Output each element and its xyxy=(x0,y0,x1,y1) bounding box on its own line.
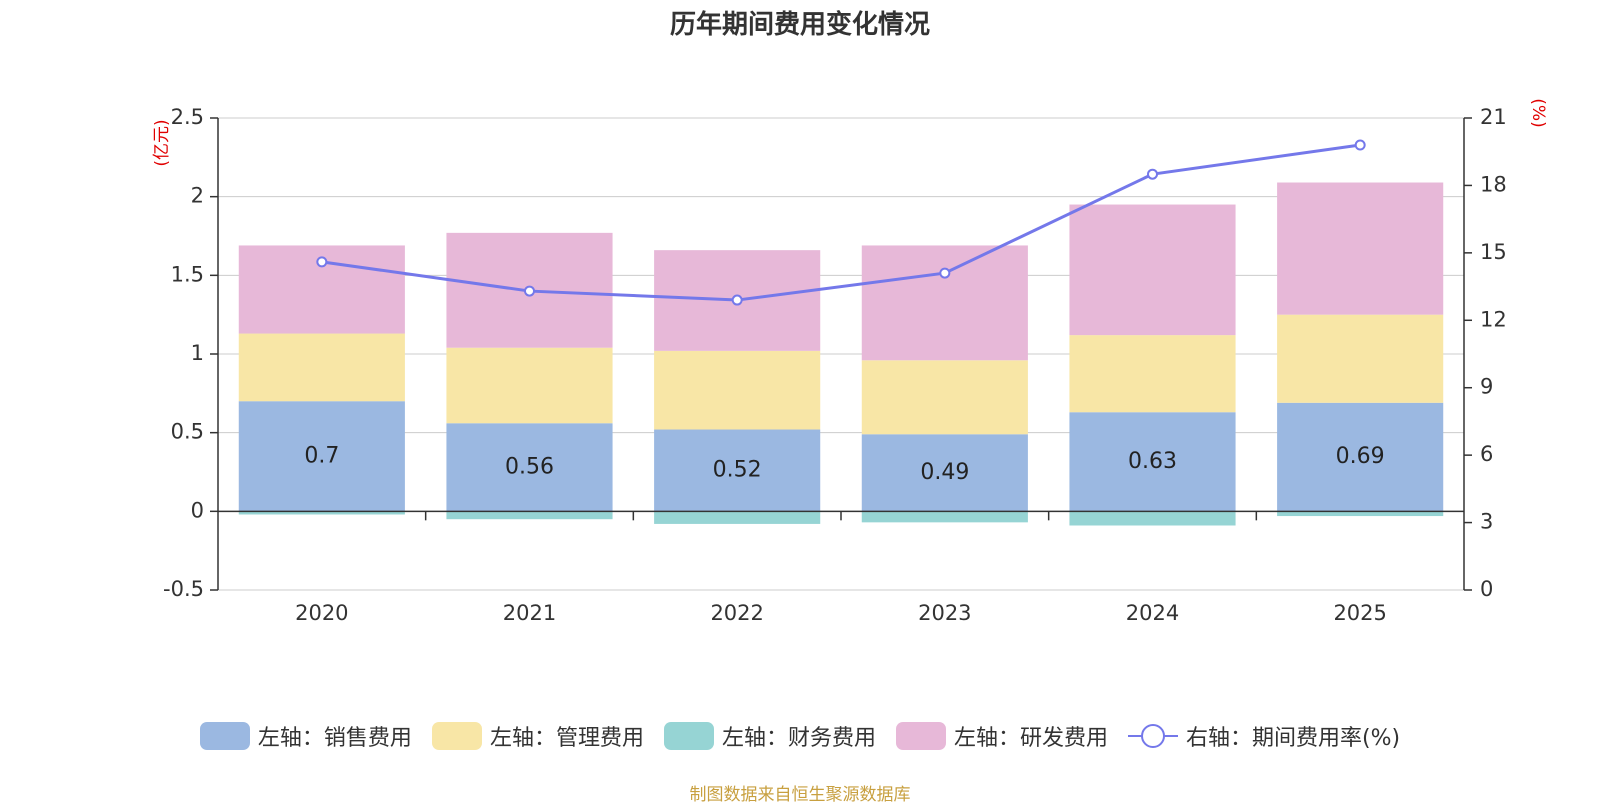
bar-segment-series-1 xyxy=(1069,335,1236,413)
x-axis-tick-label: 2022 xyxy=(710,601,763,625)
bar-segment-series-0 xyxy=(1069,412,1236,512)
legend-item-admin[interactable]: 左轴：管理费用 xyxy=(431,720,644,752)
bar-segment-series-1 xyxy=(654,350,821,430)
expense-rate-point xyxy=(939,267,951,279)
right-axis-tick-label: 12 xyxy=(1480,307,1507,331)
right-axis-tick-label: 18 xyxy=(1480,172,1507,196)
left-axis-tick-label: -0.5 xyxy=(163,577,204,601)
right-axis-tick-label: 3 xyxy=(1480,510,1493,534)
bar-segment-series-2 xyxy=(446,511,613,520)
expense-rate-point xyxy=(316,256,328,268)
bar-segment-series-2 xyxy=(1069,511,1236,526)
left-axis-tick-label: 0.5 xyxy=(171,420,204,444)
bar-segment-series-3 xyxy=(1277,182,1444,315)
x-axis-tick-label: 2025 xyxy=(1333,601,1386,625)
legend-swatch-admin xyxy=(431,722,482,750)
legend-swatch-rnd xyxy=(895,722,946,750)
x-axis-tick-label: 2023 xyxy=(918,601,971,625)
left-axis-tick-label: 1.5 xyxy=(171,262,204,286)
legend-swatch-finance xyxy=(663,722,714,750)
bar-segment-series-1 xyxy=(861,360,1028,435)
axis-ticks: -0.5 0 0.5 1 1.5 2 2.5 0 3 6 9 12 15 18 21 2020 2021 2022… xyxy=(163,105,1507,625)
left-axis-tick-label: 2 xyxy=(191,184,204,208)
legend-line-marker-icon xyxy=(1127,722,1178,750)
bar-value-label: 0.69 xyxy=(1336,444,1385,469)
bar-value-label: 0.63 xyxy=(1128,449,1177,474)
legend-label-sales: 左轴：销售费用 xyxy=(257,726,412,751)
expense-rate-point xyxy=(1354,139,1366,151)
bar-value-label: 0.49 xyxy=(920,460,969,485)
bar-segment-series-2 xyxy=(654,511,821,524)
left-axis-tick-label: 0 xyxy=(191,498,204,522)
left-axis-tick-label: 1 xyxy=(191,341,204,365)
legend: 左轴：销售费用 左轴：管理费用 左轴：财务费用 左轴：研发费用 右轴：期间费用率… xyxy=(0,720,1600,752)
chart-title: 历年期间费用变化情况 xyxy=(669,10,930,40)
legend-item-rnd[interactable]: 左轴：研发费用 xyxy=(895,720,1108,752)
legend-label-admin: 左轴：管理费用 xyxy=(489,726,644,751)
x-axis-tick-label: 2021 xyxy=(503,601,556,625)
right-axis-unit: (%) xyxy=(1528,98,1548,127)
legend-item-sales[interactable]: 左轴：销售费用 xyxy=(199,720,412,752)
bar-segment-series-2 xyxy=(238,511,405,515)
bar-segment-series-3 xyxy=(861,245,1028,361)
legend-label-rnd: 左轴：研发费用 xyxy=(953,726,1108,751)
bar-data-labels: 0.7 0.56 0.52 0.49 0.63 0.69 xyxy=(304,443,1384,485)
bar-segment-series-1 xyxy=(446,347,613,424)
right-axis-tick-label: 15 xyxy=(1480,240,1507,264)
legend-swatch-sales xyxy=(199,722,250,750)
expense-rate-point xyxy=(1147,168,1158,180)
bar-segment-series-1 xyxy=(1277,314,1444,403)
left-axis-unit: (亿元) xyxy=(152,119,172,166)
bar-segment-series-0 xyxy=(654,429,821,512)
right-axis-tick-label: 0 xyxy=(1480,577,1493,601)
expense-rate-line xyxy=(321,143,1361,302)
right-axis-tick-label: 21 xyxy=(1480,105,1507,129)
bar-segment-series-3 xyxy=(1069,204,1236,336)
bar-value-label: 0.56 xyxy=(505,454,554,479)
x-axis-tick-label: 2024 xyxy=(1126,601,1179,625)
bar-segment-series-0 xyxy=(446,423,613,512)
bar-segment-series-2 xyxy=(861,511,1028,523)
legend-label-finance: 左轴：财务费用 xyxy=(721,726,876,751)
line-series xyxy=(316,139,1366,306)
bar-segment-series-0 xyxy=(861,434,1028,512)
legend-label-expense-rate: 右轴：期间费用率(%) xyxy=(1185,726,1401,751)
x-axis-tick-label: 2020 xyxy=(295,601,348,625)
bar-value-label: 0.7 xyxy=(304,443,339,468)
bar-segment-series-0 xyxy=(238,401,405,512)
bar-segment-series-1 xyxy=(238,333,405,402)
expense-rate-point xyxy=(524,285,535,297)
legend-item-finance[interactable]: 左轴：财务费用 xyxy=(663,720,876,752)
data-source-note: 制图数据来自恒生聚源数据库 xyxy=(689,785,911,805)
bar-segment-series-2 xyxy=(1277,511,1444,517)
bar-value-label: 0.52 xyxy=(713,457,762,482)
bar-series xyxy=(238,182,1444,526)
left-axis-tick-label: 2.5 xyxy=(171,105,204,129)
legend-item-expense-rate[interactable]: 右轴：期间费用率(%) xyxy=(1127,720,1401,752)
expense-rate-point xyxy=(731,294,743,306)
right-axis-tick-label: 6 xyxy=(1480,442,1493,466)
right-axis-tick-label: 9 xyxy=(1480,375,1493,399)
bar-segment-series-0 xyxy=(1277,402,1444,512)
